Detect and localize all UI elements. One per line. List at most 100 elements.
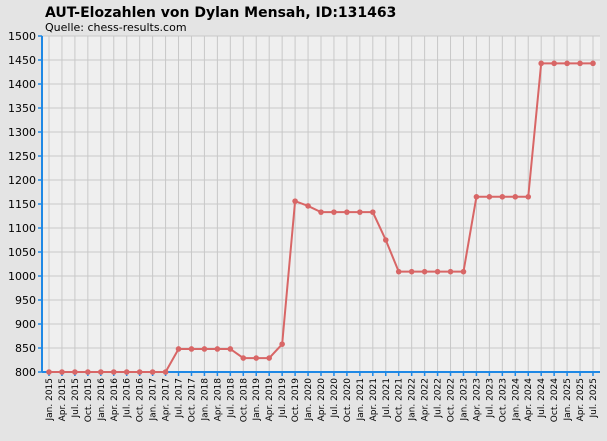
data-point bbox=[538, 60, 544, 67]
data-point bbox=[72, 369, 78, 375]
x-tick-label: Jan. 2025 bbox=[563, 378, 573, 422]
data-point bbox=[564, 60, 570, 67]
chart-subtitle: Quelle: chess-results.com bbox=[45, 21, 187, 34]
x-tick-label: Jan. 2023 bbox=[459, 378, 469, 422]
x-tick-label: Jul. 2017 bbox=[175, 378, 185, 419]
x-tick-label: Apr. 2021 bbox=[369, 378, 379, 421]
data-point bbox=[460, 268, 467, 275]
y-tick-label: 900 bbox=[15, 318, 36, 331]
data-point bbox=[162, 369, 169, 375]
x-tick-label: Jul. 2025 bbox=[589, 378, 599, 419]
x-tick-label: Apr. 2024 bbox=[524, 378, 534, 422]
data-point bbox=[149, 369, 156, 375]
x-tick-label: Apr. 2023 bbox=[472, 378, 482, 421]
chart-title: AUT-Elozahlen von Dylan Mensah, ID:13146… bbox=[45, 5, 396, 21]
x-tick-label: Jul. 2015 bbox=[71, 378, 81, 419]
data-point bbox=[279, 341, 285, 347]
x-tick-label: Jan. 2022 bbox=[408, 378, 418, 422]
data-point bbox=[357, 209, 363, 215]
data-point bbox=[499, 194, 506, 200]
data-point bbox=[266, 355, 272, 361]
data-point bbox=[318, 209, 324, 215]
x-tick-label: Jul. 2018 bbox=[226, 378, 236, 419]
data-point bbox=[46, 369, 52, 375]
data-point bbox=[577, 60, 583, 67]
data-point bbox=[486, 194, 493, 200]
x-tick-label: Jan. 2021 bbox=[356, 378, 366, 422]
data-point bbox=[370, 209, 376, 215]
y-tick-label: 1150 bbox=[8, 198, 36, 211]
data-point bbox=[512, 194, 519, 200]
x-tick-label: Jan. 2020 bbox=[304, 378, 314, 422]
x-tick-label: Oct. 2015 bbox=[84, 378, 94, 422]
data-point bbox=[240, 355, 247, 361]
x-tick-label: Apr. 2017 bbox=[162, 378, 172, 421]
x-tick-label: Apr. 2020 bbox=[317, 378, 327, 422]
data-point bbox=[98, 369, 104, 375]
series-elo bbox=[46, 60, 596, 375]
x-tick-label: Jan. 2019 bbox=[252, 378, 262, 422]
data-point bbox=[136, 369, 143, 375]
y-tick-label: 800 bbox=[15, 366, 36, 379]
y-tick-label: 1250 bbox=[8, 150, 36, 163]
data-point bbox=[201, 346, 208, 352]
data-point bbox=[123, 369, 130, 375]
data-point bbox=[305, 203, 311, 209]
x-tick-label: Apr. 2018 bbox=[213, 378, 223, 422]
y-tick-label: 1400 bbox=[8, 78, 36, 91]
x-tick-label: Jul. 2021 bbox=[382, 378, 392, 419]
x-tick-labels: Jan. 2015 Apr. 2015 Jul. 2015 Oct. 2015 Jan.… bbox=[45, 378, 599, 422]
y-tick-label: 1200 bbox=[8, 174, 36, 187]
x-tick-label: Jul. 2020 bbox=[330, 378, 340, 419]
y-tick-label: 1000 bbox=[8, 270, 36, 283]
data-point bbox=[590, 60, 596, 67]
x-tick-label: Oct. 2023 bbox=[498, 378, 508, 422]
x-tick-label: Jan. 2024 bbox=[511, 378, 521, 422]
x-tick-label: Oct. 2022 bbox=[447, 378, 457, 422]
x-tick-label: Jul. 2016 bbox=[123, 378, 133, 419]
x-tick-label: Oct. 2016 bbox=[136, 378, 146, 422]
x-tick-label: Jul. 2019 bbox=[278, 378, 288, 419]
y-tick-label: 1500 bbox=[8, 30, 36, 43]
x-tick-label: Oct. 2021 bbox=[395, 378, 405, 422]
data-point bbox=[188, 346, 195, 352]
data-point bbox=[59, 369, 65, 375]
data-point bbox=[551, 60, 557, 67]
data-point bbox=[253, 355, 260, 361]
x-tick-label: Oct. 2018 bbox=[239, 378, 249, 422]
data-point bbox=[525, 194, 532, 200]
x-tick-label: Oct. 2019 bbox=[291, 378, 301, 422]
data-point bbox=[110, 369, 117, 375]
x-tick-label: Jan. 2018 bbox=[200, 378, 210, 422]
data-point bbox=[214, 346, 221, 352]
x-tick-label: Jan. 2015 bbox=[45, 378, 55, 422]
y-tick-label: 1300 bbox=[8, 126, 36, 139]
data-point bbox=[382, 237, 389, 243]
x-tick-label: Apr. 2015 bbox=[58, 378, 68, 421]
y-tick-label: 850 bbox=[15, 342, 36, 355]
x-tick-label: Jan. 2016 bbox=[97, 378, 107, 422]
y-tick-label: 1050 bbox=[8, 246, 36, 259]
data-point bbox=[473, 194, 480, 200]
data-point bbox=[344, 209, 350, 215]
y-tick-label: 1100 bbox=[8, 222, 36, 235]
x-tick-label: Jul. 2022 bbox=[434, 378, 444, 419]
data-point bbox=[227, 346, 234, 352]
x-tick-label: Apr. 2022 bbox=[421, 378, 431, 421]
x-tick-label: Oct. 2017 bbox=[187, 378, 197, 422]
y-tick-labels: 800 850 900 950 1000 1050 1100 1150 1200 1250 1300… bbox=[8, 30, 36, 379]
data-point bbox=[292, 198, 298, 204]
data-point bbox=[85, 369, 91, 375]
grid-lines bbox=[42, 35, 600, 373]
x-tick-label: Apr. 2019 bbox=[265, 378, 275, 422]
x-tick-label: Jan. 2017 bbox=[149, 378, 159, 422]
data-point bbox=[447, 268, 454, 275]
y-tick-label: 1350 bbox=[8, 102, 36, 115]
data-point bbox=[395, 268, 402, 275]
y-tick-label: 950 bbox=[15, 294, 36, 307]
data-point bbox=[331, 209, 337, 215]
data-point bbox=[175, 346, 182, 352]
x-tick-label: Apr. 2025 bbox=[576, 378, 586, 421]
data-point bbox=[434, 268, 441, 275]
